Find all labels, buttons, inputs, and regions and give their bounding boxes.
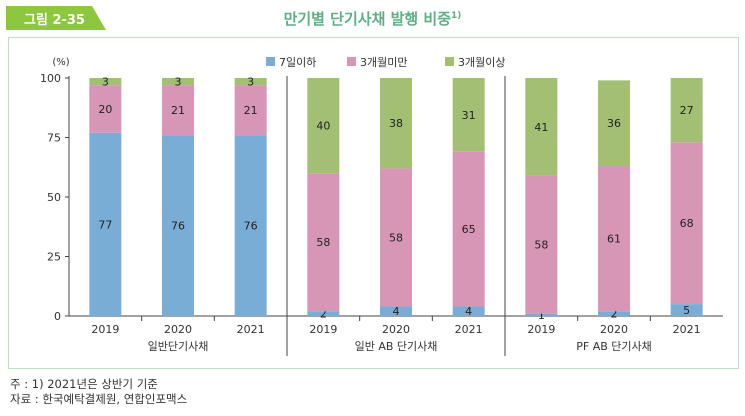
bar-segment <box>670 304 703 316</box>
chart-title: 만기별 단기사채 발행 비중1) <box>0 8 745 29</box>
bar-segment <box>234 78 267 86</box>
figure-label: 그림 2-35 <box>6 6 106 30</box>
x-tick-label: 2019 <box>309 323 337 336</box>
bar-segment <box>234 135 267 316</box>
data-label: 21 <box>244 104 258 117</box>
x-tick-label: 2019 <box>91 323 119 336</box>
data-label: 76 <box>171 220 185 233</box>
bar-segment <box>598 166 630 312</box>
data-label: 65 <box>462 223 476 236</box>
bar-segment <box>525 78 558 176</box>
data-label: 68 <box>680 217 694 230</box>
bar-segment <box>452 78 485 152</box>
y-tick-label: 75 <box>47 132 61 145</box>
footnote: 주 : 1) 2021년은 상반기 기준 <box>10 377 158 391</box>
legend-label: 7일이하 <box>279 55 316 69</box>
bar-segment <box>380 306 412 316</box>
bar-segment <box>307 311 340 316</box>
legend-swatch <box>347 57 356 66</box>
bar-segment <box>670 78 703 143</box>
data-label: 77 <box>98 218 112 231</box>
y-unit-label: (%) <box>52 57 69 68</box>
data-label: 2 <box>611 308 618 321</box>
y-tick-label: 25 <box>47 251 61 264</box>
y-tick-label: 100 <box>40 72 61 85</box>
legend-label: 3개월미만 <box>360 56 407 69</box>
data-label: 41 <box>534 121 548 134</box>
bar-segment <box>307 78 340 174</box>
figure-label-text: 그림 2-35 <box>24 13 85 28</box>
bar-segment <box>89 78 122 86</box>
data-label: 58 <box>316 236 330 249</box>
data-label: 3 <box>247 76 254 89</box>
figure-label-shape <box>6 6 106 30</box>
group-label: PF AB 단기사채 <box>576 340 652 353</box>
bar-segment <box>162 78 194 86</box>
bar-segment <box>89 85 122 133</box>
data-label: 61 <box>607 233 621 246</box>
data-label: 3 <box>175 76 182 89</box>
y-tick-label: 0 <box>54 310 61 323</box>
data-label: 36 <box>607 117 621 130</box>
bar-segment <box>89 132 122 316</box>
data-label: 40 <box>316 120 330 133</box>
bar-segment <box>525 175 558 314</box>
bar-segment <box>162 85 194 136</box>
x-tick-label: 2020 <box>382 323 410 336</box>
group-label: 일반 AB 단기사채 <box>355 339 438 353</box>
x-tick-label: 2020 <box>600 323 628 336</box>
x-tick-label: 2019 <box>527 323 555 336</box>
chart-title-text: 만기별 단기사채 발행 비중 <box>283 10 452 28</box>
bar-segment <box>162 135 194 316</box>
data-label: 38 <box>389 117 403 130</box>
bar-segment <box>525 313 558 316</box>
bar-segment <box>307 173 340 312</box>
bar-segment <box>598 311 630 316</box>
legend-swatch <box>445 57 454 66</box>
notes: 주 : 1) 2021년은 상반기 기준 자료 : 한국예탁결제원, 연합인포맥… <box>10 377 187 407</box>
x-tick-label: 2021 <box>673 323 701 336</box>
x-tick-label: 2020 <box>164 323 192 336</box>
data-label: 1 <box>538 309 545 322</box>
data-label: 27 <box>680 104 694 117</box>
legend-swatch <box>266 57 275 66</box>
data-label: 76 <box>244 220 258 233</box>
bar-segment <box>670 142 703 305</box>
bar-segment <box>598 80 630 167</box>
bar-segment <box>452 306 485 316</box>
data-label: 31 <box>462 109 476 122</box>
data-label: 4 <box>393 305 400 318</box>
data-label: 58 <box>389 231 403 244</box>
data-label: 58 <box>534 239 548 252</box>
data-label: 4 <box>465 305 472 318</box>
x-tick-label: 2021 <box>455 323 483 336</box>
y-tick-label: 50 <box>47 191 61 204</box>
data-label: 2 <box>320 308 327 321</box>
x-tick-label: 2021 <box>237 323 265 336</box>
bar-segment <box>380 168 412 307</box>
data-label: 3 <box>102 76 109 89</box>
bar-segment <box>234 85 267 136</box>
data-label: 20 <box>98 103 112 116</box>
data-label: 5 <box>683 304 690 317</box>
bar-segment <box>452 151 485 307</box>
data-label: 21 <box>171 104 185 117</box>
source-note: 자료 : 한국예탁결제원, 연합인포맥스 <box>10 392 188 406</box>
group-label: 일반단기사채 <box>148 339 209 353</box>
chart-title-footnote-mark: 1) <box>451 11 462 21</box>
chart-panel: 7일이하 3개월미만 3개월이상 (%) 0 25 50 75 100 77 20 3 2019 76 21… <box>8 37 739 369</box>
stacked-bar-chart: 7일이하 3개월미만 3개월이상(%)02550751007720320197621… <box>40 55 723 356</box>
legend-label: 3개월이상 <box>458 56 505 69</box>
bar-segment <box>380 78 412 169</box>
